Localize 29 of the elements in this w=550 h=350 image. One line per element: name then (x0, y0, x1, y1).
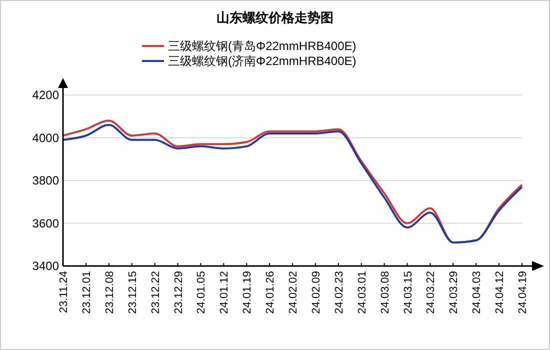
x-tick-label: 23.12.15 (126, 271, 139, 314)
x-tick-label: 24.03.15 (402, 271, 414, 314)
y-tick-label: 4200 (32, 88, 60, 102)
x-tick-label: 24.03.22 (425, 271, 438, 314)
x-tick-label: 24.03.08 (379, 271, 392, 314)
x-tick-label: 24.01.19 (242, 271, 254, 314)
legend-label: 三级螺纹钢(济南Φ22mmHRB400E) (168, 54, 356, 68)
x-tick-label: 23.11.24 (58, 271, 70, 314)
y-tick-label: 4000 (32, 130, 60, 145)
x-tick-label: 23.12.01 (80, 271, 93, 314)
x-tick-label: 24.04.12 (494, 271, 506, 314)
x-tick-label: 24.03.29 (448, 271, 460, 314)
x-tick-label: 24.01.05 (196, 271, 208, 314)
x-tick-label: 24.03.01 (356, 271, 368, 314)
x-tick-label: 24.02.09 (310, 271, 322, 314)
x-tick-label: 24.02.02 (288, 271, 300, 314)
y-tick-label: 3400 (32, 259, 60, 273)
y-tick-label: 3600 (32, 216, 60, 230)
x-tick-label: 24.01.26 (264, 271, 277, 314)
legend-label: 三级螺纹钢(青岛Φ22mmHRB400E) (168, 39, 356, 53)
x-tick-label: 23.12.22 (150, 271, 162, 314)
x-tick-label: 24.04.19 (517, 271, 529, 314)
x-tick-label: 23.12.08 (104, 271, 116, 314)
chart-title: 山东螺纹价格走势图 (216, 10, 334, 25)
y-tick-label: 3800 (32, 174, 60, 188)
x-tick-label: 24.04.03 (471, 271, 484, 314)
x-tick-label: 24.02.23 (333, 271, 346, 314)
x-tick-label: 23.12.29 (172, 271, 185, 314)
x-tick-label: 24.01.12 (218, 271, 231, 314)
